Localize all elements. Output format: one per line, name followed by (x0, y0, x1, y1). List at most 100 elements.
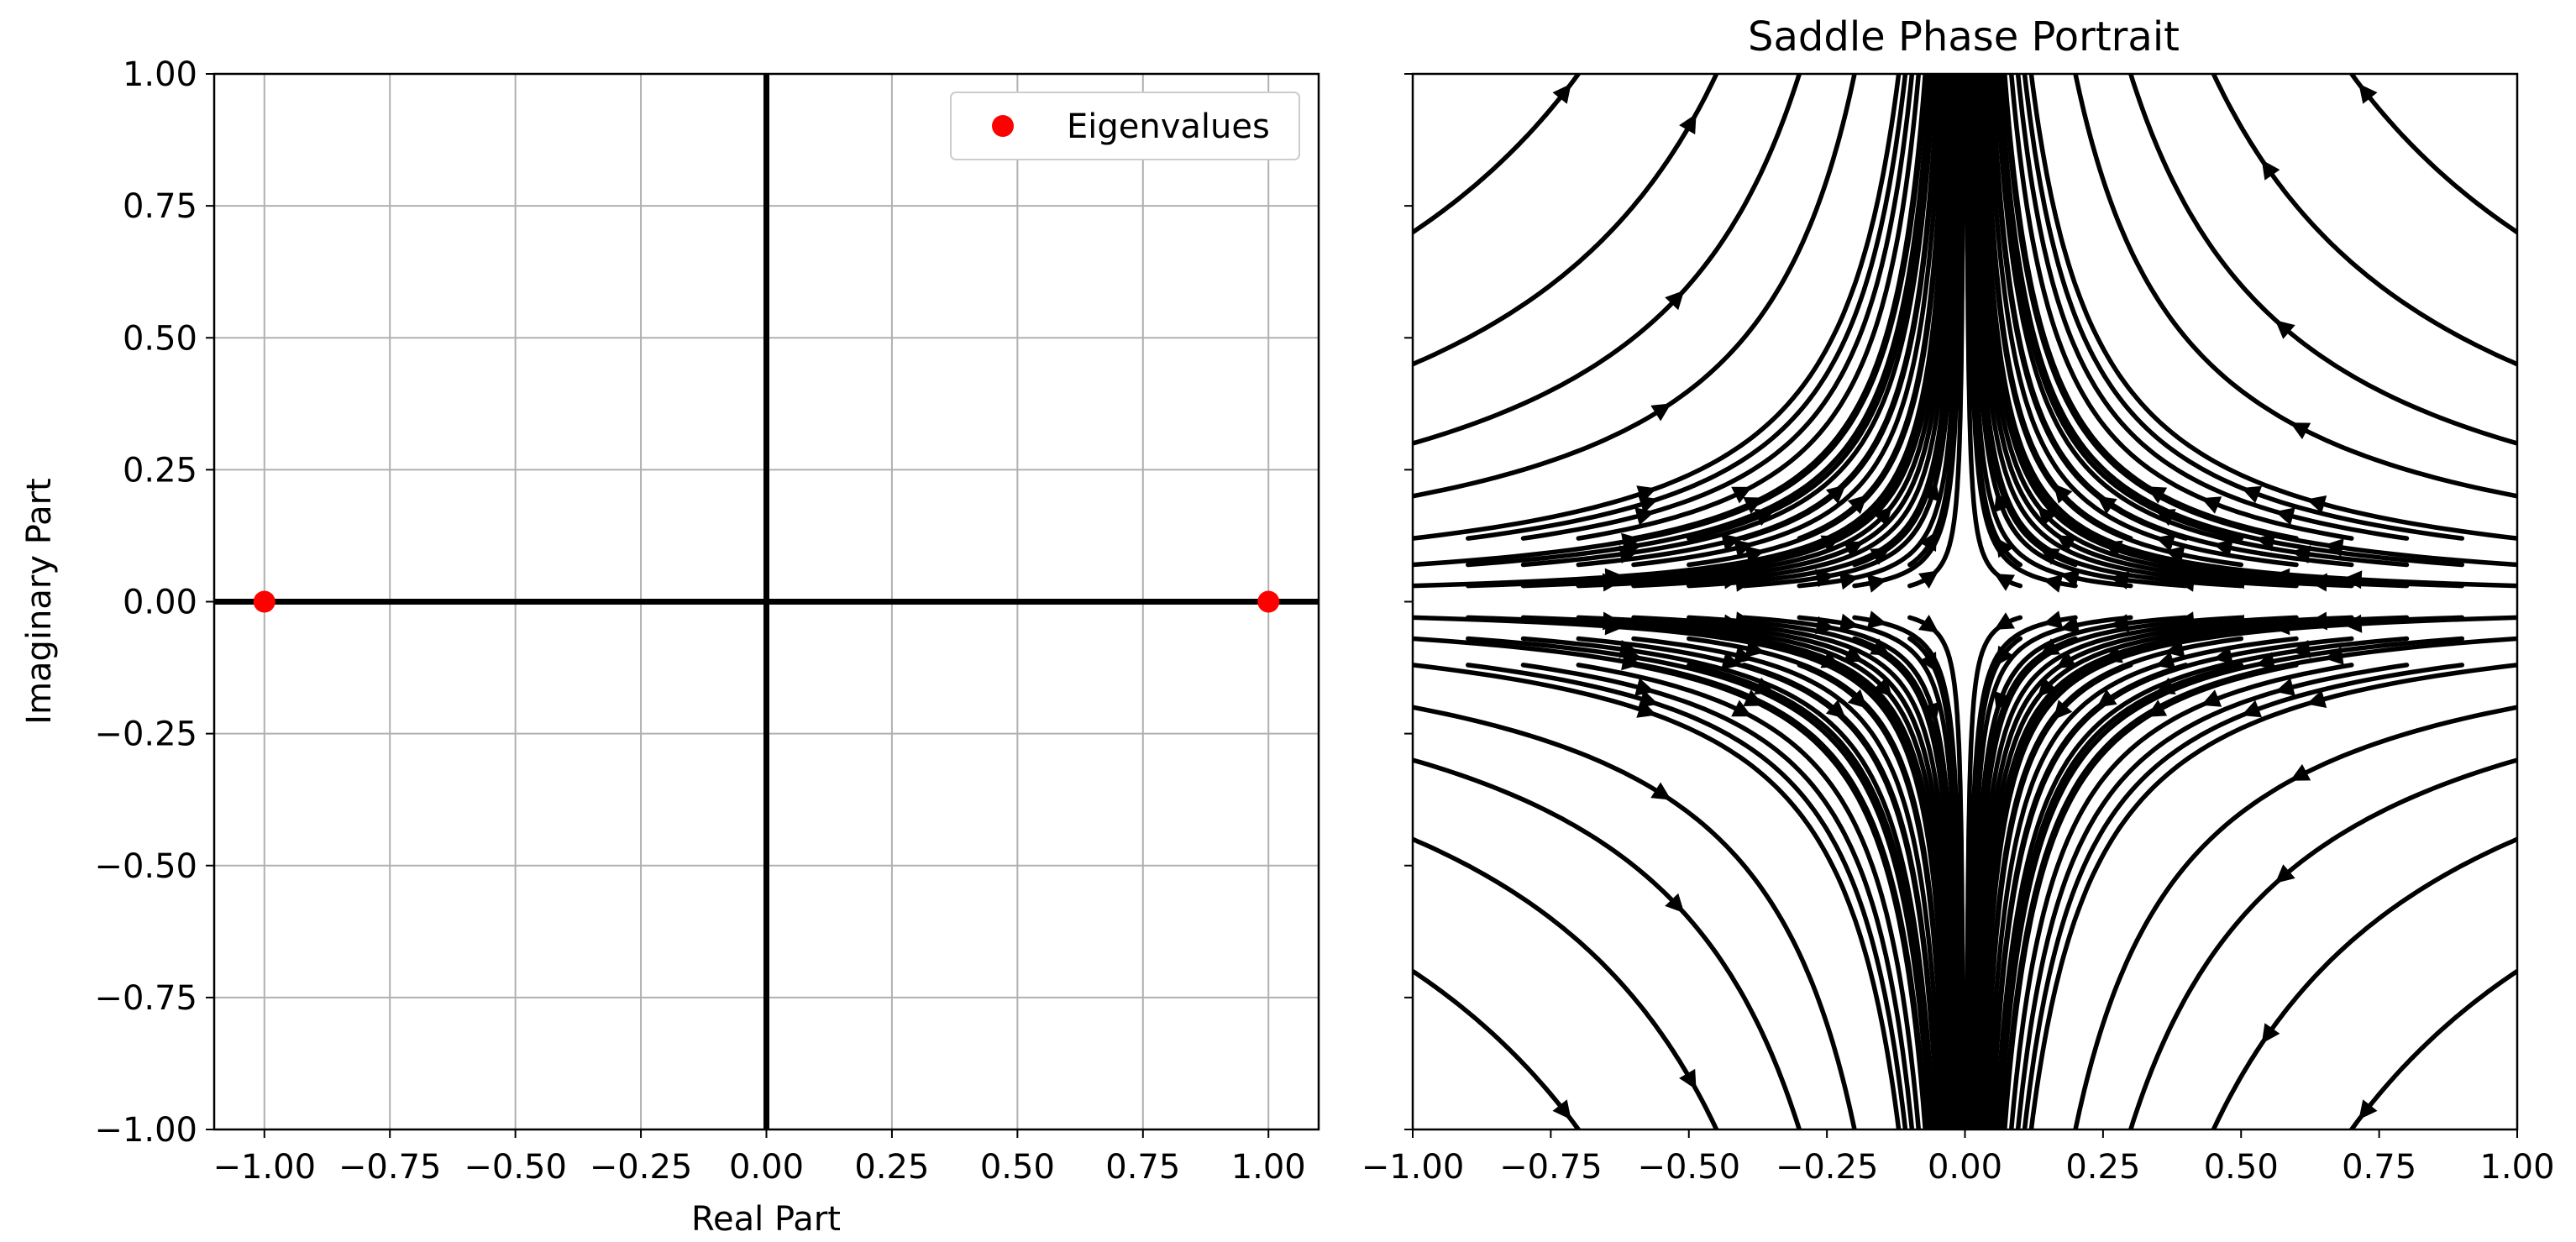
streamline (1993, 636, 2410, 1129)
stream-arrow (2291, 545, 2311, 563)
streamline (1631, 615, 1958, 1129)
stream-arrow (2358, 83, 2378, 104)
streamline (2022, 663, 2465, 1129)
streamline (1520, 663, 1915, 1129)
stream-arrow (2096, 495, 2117, 515)
left-ticks (206, 73, 1270, 1138)
eigenvalue-point (253, 590, 275, 613)
stream-arrow (2306, 495, 2327, 514)
streamline (1986, 636, 2299, 1129)
x-tick-label: −0.25 (590, 1148, 693, 1187)
stream-arrow (1734, 611, 1755, 631)
stream-arrow (1843, 645, 1865, 663)
stream-arrow (2274, 864, 2295, 883)
streamline (1413, 705, 1857, 1129)
stream-arrow (1825, 700, 1846, 719)
streamline (1631, 74, 1958, 589)
x-tick-label: −0.75 (1499, 1148, 1603, 1187)
streamline (2211, 836, 2517, 1129)
streamline (1965, 615, 2078, 1129)
streamline (2128, 757, 2517, 1129)
stream-arrow (1873, 506, 1892, 527)
y-tick-label: −1.00 (94, 1111, 197, 1150)
y-tick-label: 0.25 (123, 451, 197, 490)
stream-arrow (2241, 700, 2263, 718)
x-tick-label: 1.00 (1231, 1148, 1306, 1187)
stream-arrow (2155, 677, 2176, 694)
eigenvalue-point (1257, 590, 1280, 613)
y-axis-label: Imaginary Part (20, 478, 59, 724)
stream-arrow (2039, 548, 2060, 565)
streamline (1413, 615, 1951, 1129)
stream-arrow (1665, 893, 1685, 914)
streamline (1413, 74, 1582, 235)
stream-arrow (2038, 677, 2057, 698)
stream-arrow (1710, 568, 1730, 587)
stream-arrow (1754, 677, 1775, 694)
stream-arrow (2358, 1099, 2378, 1120)
stream-arrow (2270, 568, 2290, 587)
stream-arrow (1867, 574, 1887, 593)
streamline (1413, 74, 1802, 446)
stream-arrow (1743, 689, 1764, 706)
y-tick-label: 0.50 (123, 319, 197, 358)
stream-arrow (2324, 538, 2344, 557)
stream-arrow (1634, 507, 1655, 526)
legend: Eigenvalues (950, 92, 1300, 160)
streamline (1977, 615, 2465, 1129)
eigenvalue-chart: −1.00 −0.75 −0.50 −0.25 0.00 0.25 0.50 0.75 1.00… (20, 55, 1320, 1239)
streamline (1466, 74, 1933, 568)
x-tick-label: 1.00 (2479, 1148, 2554, 1187)
streamline (1977, 74, 2465, 589)
right-plot-frame (1411, 72, 2519, 1131)
stream-arrow (1922, 481, 1940, 502)
y-tick-label: −0.50 (94, 847, 197, 886)
streamline (1413, 74, 1902, 541)
right-x-tick-labels: −1.00 −0.75 −0.50 −0.25 0.00 0.25 0.50 0.75 1.00 (1361, 1148, 2555, 1187)
stream-arrow (1996, 645, 2014, 667)
stream-arrow (2255, 652, 2276, 671)
stream-arrow (2226, 570, 2246, 590)
streamline (1979, 615, 2517, 1129)
stream-arrow (2096, 689, 2117, 708)
stream-arrow (2270, 616, 2290, 636)
streamline (1413, 74, 1929, 568)
stream-arrow (1650, 403, 1671, 422)
streamline (1981, 636, 2244, 1129)
x-axis-label: Real Part (691, 1200, 841, 1239)
stream-arrow (1721, 533, 1742, 552)
stream-arrow (2155, 652, 2176, 669)
left-x-tick-labels: −1.00 −0.75 −0.50 −0.25 0.00 0.25 0.50 0.75 1.00 (212, 1148, 1305, 1187)
streamline (1969, 615, 2189, 1129)
x-tick-label: 0.50 (2204, 1148, 2279, 1187)
stream-arrow (2291, 640, 2311, 658)
stream-arrow (1603, 611, 1622, 631)
stream-arrow (2043, 574, 2063, 593)
legend-entry-eigenvalues: Eigenvalues (1067, 107, 1270, 146)
stream-arrow (1919, 652, 1937, 673)
stream-arrow (1733, 646, 1754, 664)
stream-arrow (2261, 160, 2280, 181)
stream-arrow (1994, 491, 2012, 513)
stream-arrow (2306, 689, 2327, 708)
x-tick-label: 0.50 (980, 1148, 1055, 1187)
stream-arrow (1825, 485, 1846, 504)
stream-arrow (1679, 1068, 1697, 1090)
stream-arrow (1820, 535, 1841, 553)
x-tick-label: 0.25 (2065, 1148, 2140, 1187)
stream-arrow (1723, 614, 1743, 633)
stream-arrow (1619, 640, 1639, 658)
streamline (1466, 636, 1933, 1129)
stream-arrow (2055, 651, 2077, 668)
stream-arrow (2255, 532, 2276, 552)
streamline (1997, 74, 2465, 568)
streamline (1970, 74, 2244, 589)
streamline (1520, 74, 1937, 568)
streamline (1797, 663, 1948, 1129)
stream-arrow (1870, 548, 1891, 565)
reference-lines (214, 74, 1319, 1129)
stream-arrow (2038, 506, 2057, 527)
streamline (2073, 705, 2517, 1129)
streamline (1979, 74, 2517, 589)
